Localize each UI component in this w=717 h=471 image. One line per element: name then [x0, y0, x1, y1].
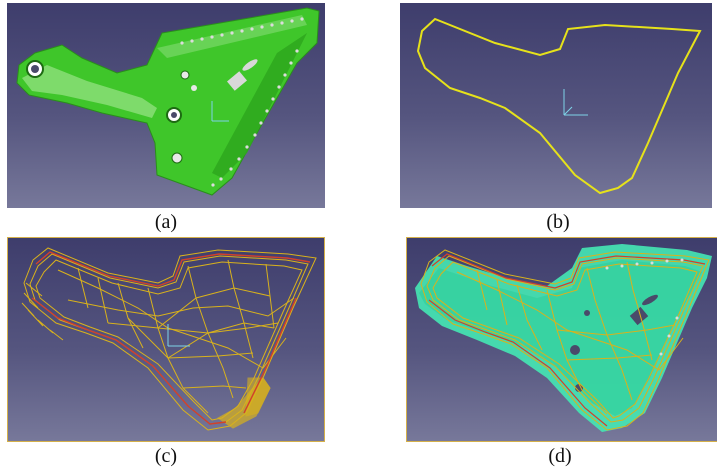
caption-c: (c)	[154, 445, 178, 467]
caption-b: (b)	[546, 211, 570, 233]
wireframe-over-surface	[415, 244, 712, 432]
yellow-outline-sketch	[416, 17, 702, 195]
viewport-background	[400, 3, 712, 208]
xyz-axis-icon	[167, 324, 190, 347]
xyz-axis-icon	[211, 101, 229, 122]
xyz-axis-icon	[563, 89, 588, 116]
panel-b-viewport	[400, 3, 712, 208]
caption-a: (a)	[154, 211, 178, 233]
green-bracket-part	[16, 7, 320, 196]
panel-c-viewport	[7, 237, 325, 442]
panel-d-viewport	[406, 237, 717, 442]
caption-d: (d)	[548, 445, 572, 467]
wireframe-mesh	[21, 247, 317, 431]
panel-a-viewport	[7, 3, 325, 208]
